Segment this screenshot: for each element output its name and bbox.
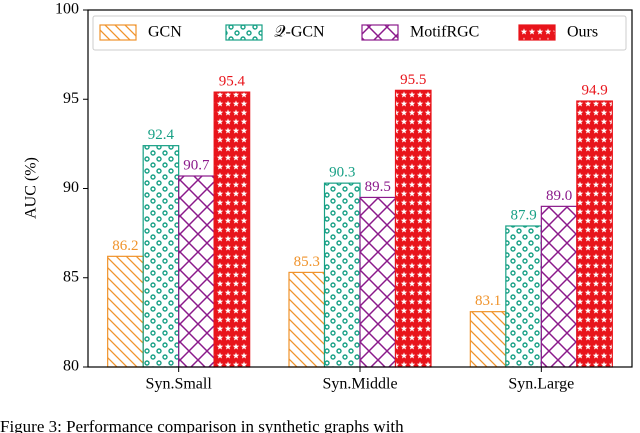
bar bbox=[469, 311, 507, 368]
value-label: 86.2 bbox=[112, 238, 138, 254]
bar bbox=[178, 175, 215, 368]
value-label: 95.4 bbox=[219, 74, 246, 90]
value-label: 85.3 bbox=[294, 254, 320, 270]
y-tick-label: 90 bbox=[63, 179, 79, 196]
y-tick-label: 100 bbox=[55, 1, 79, 18]
value-label: 90.7 bbox=[183, 157, 210, 173]
bar bbox=[540, 205, 578, 368]
bar bbox=[213, 91, 251, 368]
bar bbox=[394, 89, 432, 368]
bar bbox=[576, 100, 613, 368]
bar bbox=[359, 196, 397, 368]
value-label: 89.5 bbox=[365, 179, 391, 195]
legend-label: MotifRGC bbox=[410, 24, 479, 41]
legend-swatch bbox=[518, 24, 556, 41]
caption: Figure 3: Performance comparison in synt… bbox=[0, 417, 404, 433]
bar bbox=[323, 182, 361, 368]
y-tick-label: 85 bbox=[63, 268, 79, 285]
bar bbox=[288, 271, 326, 368]
legend-label: 𝒬-GCN bbox=[274, 24, 325, 41]
legend-label: Ours bbox=[567, 24, 598, 41]
value-label: 89.0 bbox=[546, 188, 572, 204]
y-tick-label: 95 bbox=[63, 90, 79, 107]
value-label: 90.3 bbox=[329, 165, 355, 181]
x-tick-label: Syn.Large bbox=[508, 376, 574, 393]
value-label: 87.9 bbox=[510, 207, 536, 223]
bar bbox=[107, 255, 144, 368]
bar bbox=[505, 225, 542, 368]
y-axis-label: AUC (%) bbox=[23, 157, 40, 219]
x-tick-label: Syn.Middle bbox=[322, 376, 397, 393]
x-tick-label: Syn.Small bbox=[146, 376, 213, 393]
value-label: 92.4 bbox=[148, 127, 175, 143]
plot-frame bbox=[87, 9, 633, 368]
legend-swatch bbox=[361, 24, 399, 41]
value-label: 83.1 bbox=[475, 293, 501, 309]
bar bbox=[142, 145, 180, 368]
legend-swatch bbox=[99, 24, 137, 41]
value-label: 94.9 bbox=[581, 82, 607, 98]
value-label: 95.5 bbox=[400, 72, 426, 88]
legend-label: GCN bbox=[148, 24, 182, 41]
y-tick-label: 80 bbox=[63, 358, 79, 375]
legend-swatch bbox=[225, 24, 263, 41]
